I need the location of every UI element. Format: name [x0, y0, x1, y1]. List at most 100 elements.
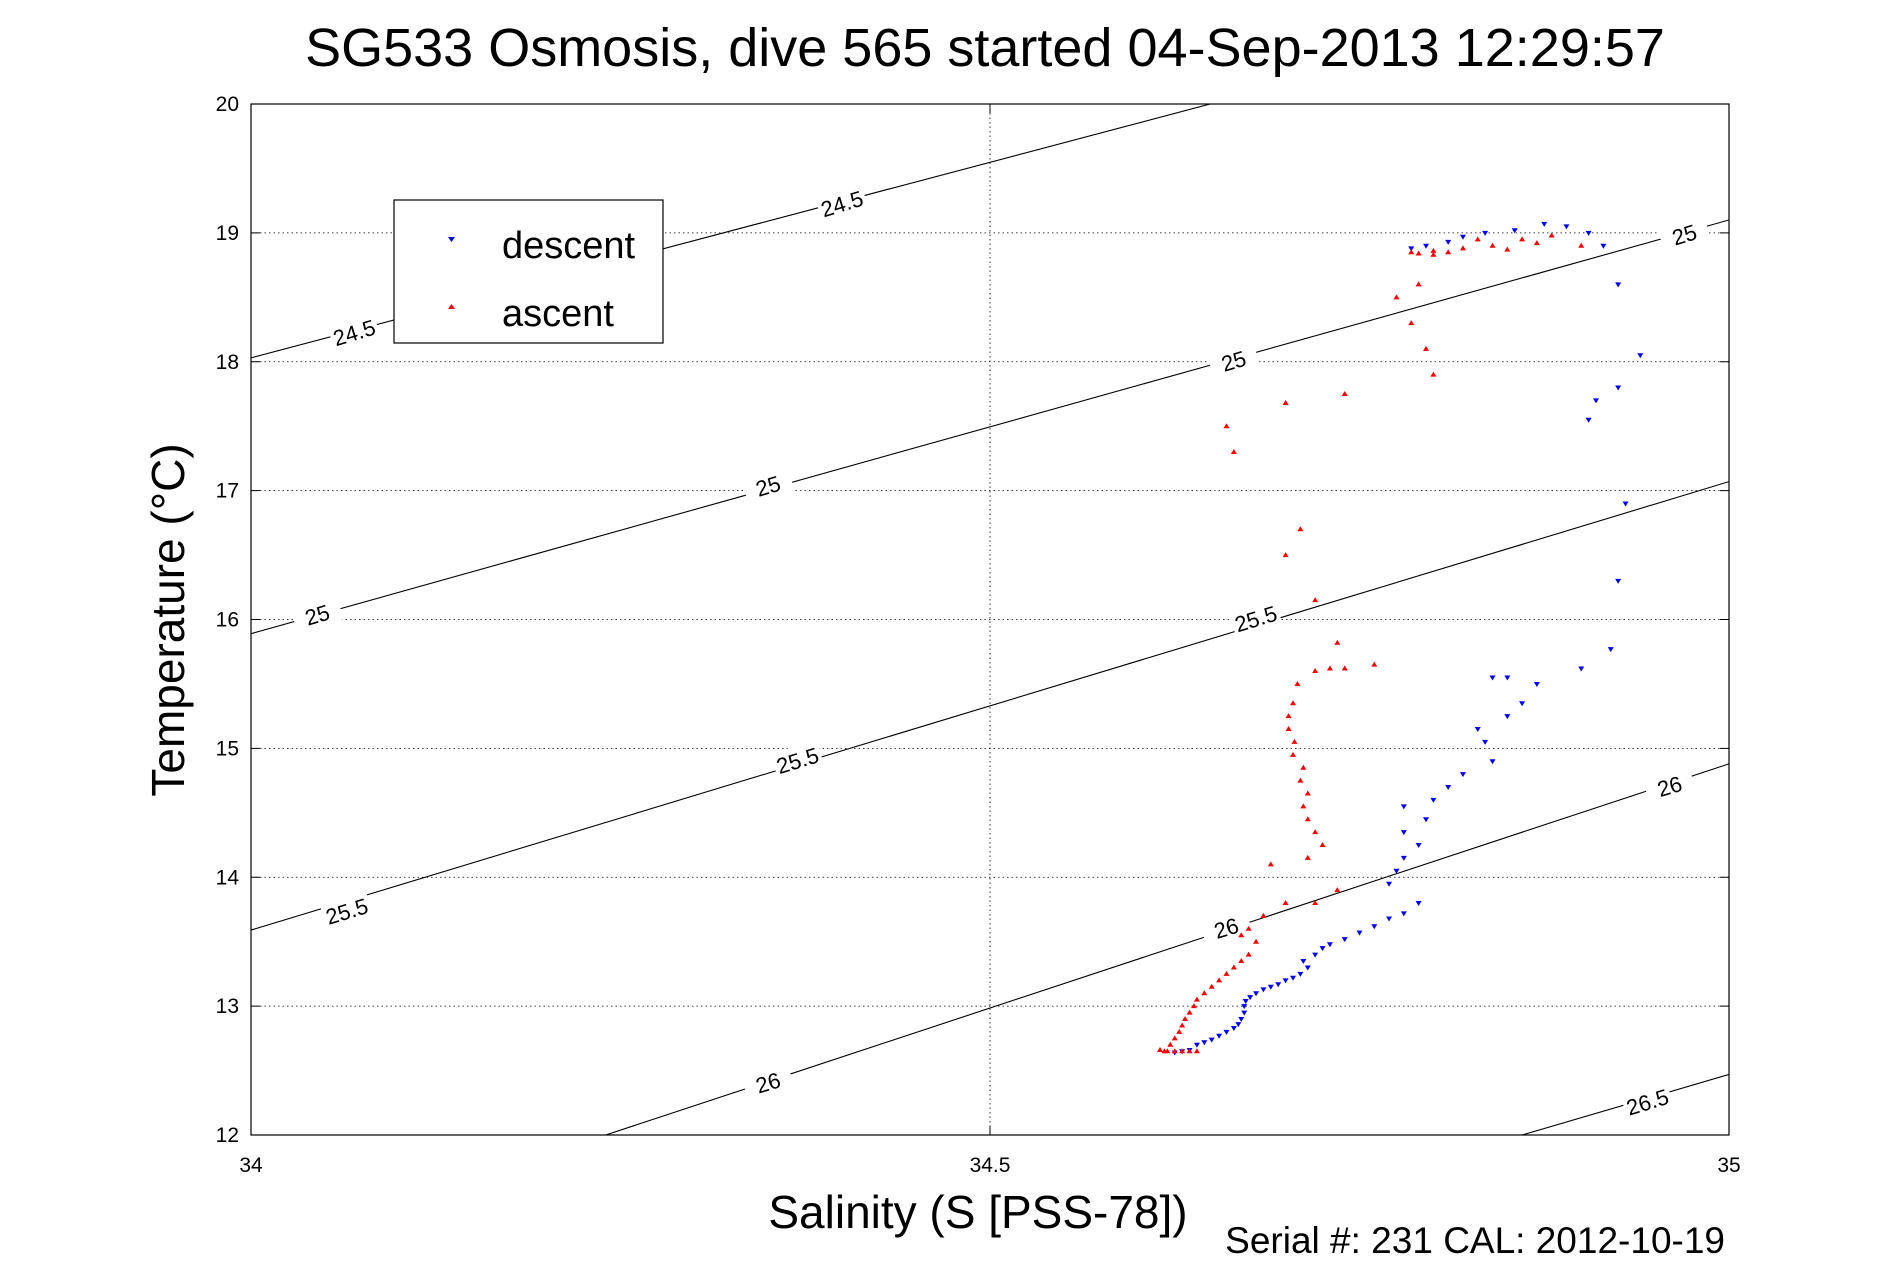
- ascent-point: [1430, 247, 1437, 253]
- ascent-point: [1230, 964, 1237, 970]
- ascent-point: [1238, 958, 1245, 964]
- isopycnal-label-backdrop: [1228, 598, 1283, 638]
- ascent-point: [1289, 700, 1296, 706]
- ascent-point: [1223, 970, 1230, 976]
- ascent-point: [1297, 526, 1304, 532]
- descent-point: [1489, 759, 1496, 765]
- descent-point: [1319, 946, 1326, 952]
- descent-point: [1615, 385, 1622, 391]
- ascent-point: [1156, 1046, 1163, 1052]
- data-markers: [1156, 221, 1644, 1056]
- ascent-point: [1341, 665, 1348, 671]
- descent-point: [1585, 230, 1592, 236]
- ascent-point: [1578, 242, 1585, 248]
- ascent-point: [1297, 777, 1304, 783]
- ascent-point: [1423, 345, 1430, 351]
- ascent-point: [1164, 1048, 1171, 1054]
- isopycnal-label-backdrop: [1642, 765, 1697, 805]
- ascent-point: [1171, 1048, 1178, 1054]
- descent-point: [1267, 984, 1274, 990]
- y-axis-label: Temperature (°C): [142, 443, 194, 796]
- ascent-point: [1253, 938, 1260, 944]
- ascent-point: [1267, 861, 1274, 867]
- descent-point: [1326, 942, 1333, 948]
- descent-point: [1519, 701, 1526, 707]
- legend-descent-label: descent: [502, 225, 636, 267]
- descent-point: [1600, 243, 1607, 249]
- descent-point: [1386, 881, 1393, 887]
- descent-point: [1423, 817, 1430, 823]
- descent-point: [1489, 675, 1496, 681]
- descent-point: [1459, 234, 1466, 240]
- ascent-point: [1291, 738, 1298, 744]
- ascent-point: [1548, 232, 1555, 238]
- y-tick-label: 13: [216, 995, 239, 1018]
- descent-point: [1341, 937, 1348, 943]
- ascent-point: [1193, 996, 1200, 1002]
- descent-point: [1275, 982, 1282, 988]
- serial-cal-footer: Serial #: 231 CAL: 2012-10-19: [1225, 1220, 1725, 1261]
- isopycnal-label-backdrop: [740, 1062, 795, 1101]
- descent-point: [1386, 916, 1393, 922]
- ascent-point: [1445, 249, 1452, 255]
- ascent-point: [1260, 912, 1267, 918]
- ascent-point: [1334, 887, 1341, 893]
- legend-box: [393, 199, 664, 344]
- ascent-point: [1459, 245, 1466, 251]
- ascent-point: [1201, 990, 1208, 996]
- ascent-point: [1341, 390, 1348, 396]
- isopycnal-label-backdrop: [770, 739, 825, 779]
- ascent-point: [1393, 294, 1400, 300]
- ascent-point: [1190, 1003, 1197, 1009]
- ascent-point: [1474, 236, 1481, 242]
- ascent-point: [1312, 900, 1319, 906]
- descent-point: [1511, 228, 1518, 234]
- ascent-point: [1282, 900, 1289, 906]
- descent-point: [1300, 959, 1307, 965]
- descent-point: [1459, 772, 1466, 778]
- y-tick-label: 12: [216, 1124, 239, 1147]
- descent-point: [1230, 1026, 1237, 1032]
- ascent-point: [1371, 661, 1378, 667]
- isopycnal-label-backdrop: [1199, 907, 1253, 947]
- descent-point: [1216, 1033, 1223, 1039]
- descent-point: [1423, 243, 1430, 249]
- ascent-point: [1430, 371, 1437, 377]
- descent-point: [1282, 978, 1289, 984]
- ascent-point: [1182, 1016, 1189, 1022]
- descent-point: [1297, 971, 1304, 977]
- isopycnal-label-backdrop: [1620, 1081, 1674, 1121]
- isopycnal-label-backdrop: [740, 465, 795, 505]
- descent-point: [1585, 417, 1592, 423]
- isopycnal-label-backdrop: [1206, 340, 1261, 380]
- ascent-point: [1282, 399, 1289, 405]
- x-tick-label: 34: [239, 1154, 263, 1177]
- isopycnal-label-backdrop: [319, 890, 374, 930]
- y-tick-label: 17: [216, 480, 239, 503]
- ascent-point: [1312, 829, 1319, 835]
- x-tick-label: 34.5: [970, 1154, 1011, 1177]
- y-tick-label: 18: [216, 351, 239, 374]
- descent-point: [1371, 924, 1378, 930]
- descent-point: [1241, 1004, 1248, 1010]
- ascent-point: [1415, 250, 1422, 256]
- ascent-point: [1289, 751, 1296, 757]
- descent-point: [1400, 804, 1407, 810]
- ascent-point: [1223, 423, 1230, 429]
- descent-point: [1622, 501, 1629, 507]
- descent-point: [1415, 843, 1422, 849]
- ascent-point: [1230, 448, 1237, 454]
- y-tick-label: 15: [216, 737, 239, 760]
- descent-point: [1504, 714, 1511, 720]
- ascent-point: [1504, 246, 1511, 252]
- ascent-point: [1304, 790, 1311, 796]
- descent-point: [1400, 911, 1407, 917]
- descent-point: [1260, 987, 1267, 993]
- legend-ascent-label: ascent: [502, 293, 614, 335]
- ascent-point: [1319, 842, 1326, 848]
- descent-point: [1592, 398, 1599, 404]
- ascent-point: [1176, 1028, 1183, 1034]
- descent-point: [1578, 666, 1585, 672]
- descent-point: [1356, 930, 1363, 936]
- descent-point: [1482, 739, 1489, 745]
